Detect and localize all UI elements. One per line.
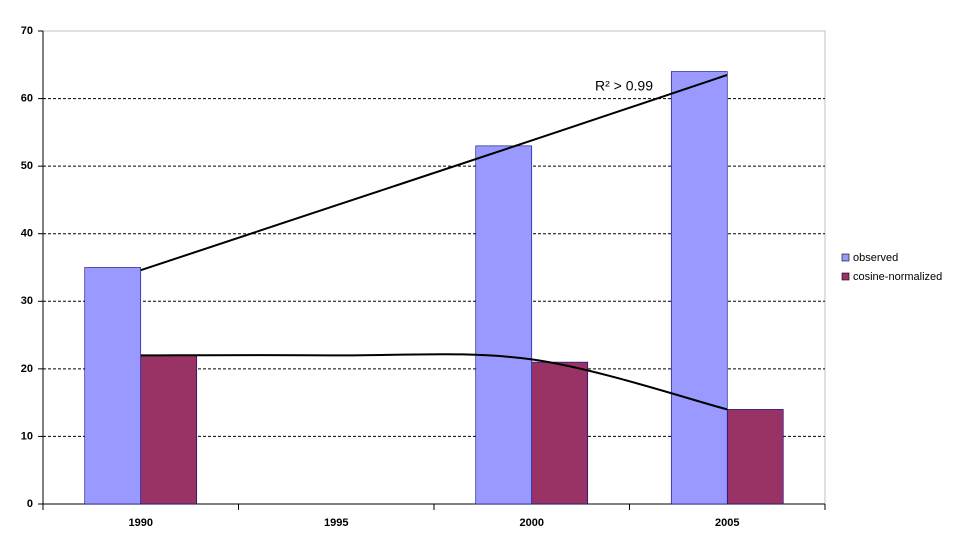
- bar: [475, 145, 533, 505]
- bar: [84, 267, 142, 505]
- trend-line: [140, 73, 728, 272]
- legend-swatch: [841, 253, 850, 262]
- y-tick-label: 70: [21, 25, 33, 37]
- x-tick-label: 1990: [129, 517, 153, 529]
- y-tick-label: 60: [21, 92, 33, 104]
- legend-label: observed: [853, 252, 898, 264]
- y-tick-label: 50: [21, 160, 33, 172]
- y-tick-label: 10: [21, 430, 33, 442]
- bar: [140, 355, 198, 505]
- legend-label: cosine-normalized: [853, 271, 942, 283]
- x-tick-label: 2000: [520, 517, 544, 529]
- bar: [670, 71, 728, 505]
- trend-line: [140, 353, 728, 411]
- trend-annotation: R² > 0.99: [595, 78, 653, 94]
- bar: [531, 361, 589, 505]
- y-tick-label: 0: [27, 498, 33, 510]
- bar: [726, 409, 784, 505]
- y-tick-label: 20: [21, 363, 33, 375]
- y-tick-label: 40: [21, 228, 33, 240]
- x-tick-label: 1995: [324, 517, 348, 529]
- x-tick-label: 2005: [715, 517, 739, 529]
- legend-swatch: [841, 272, 850, 281]
- y-tick-label: 30: [21, 295, 33, 307]
